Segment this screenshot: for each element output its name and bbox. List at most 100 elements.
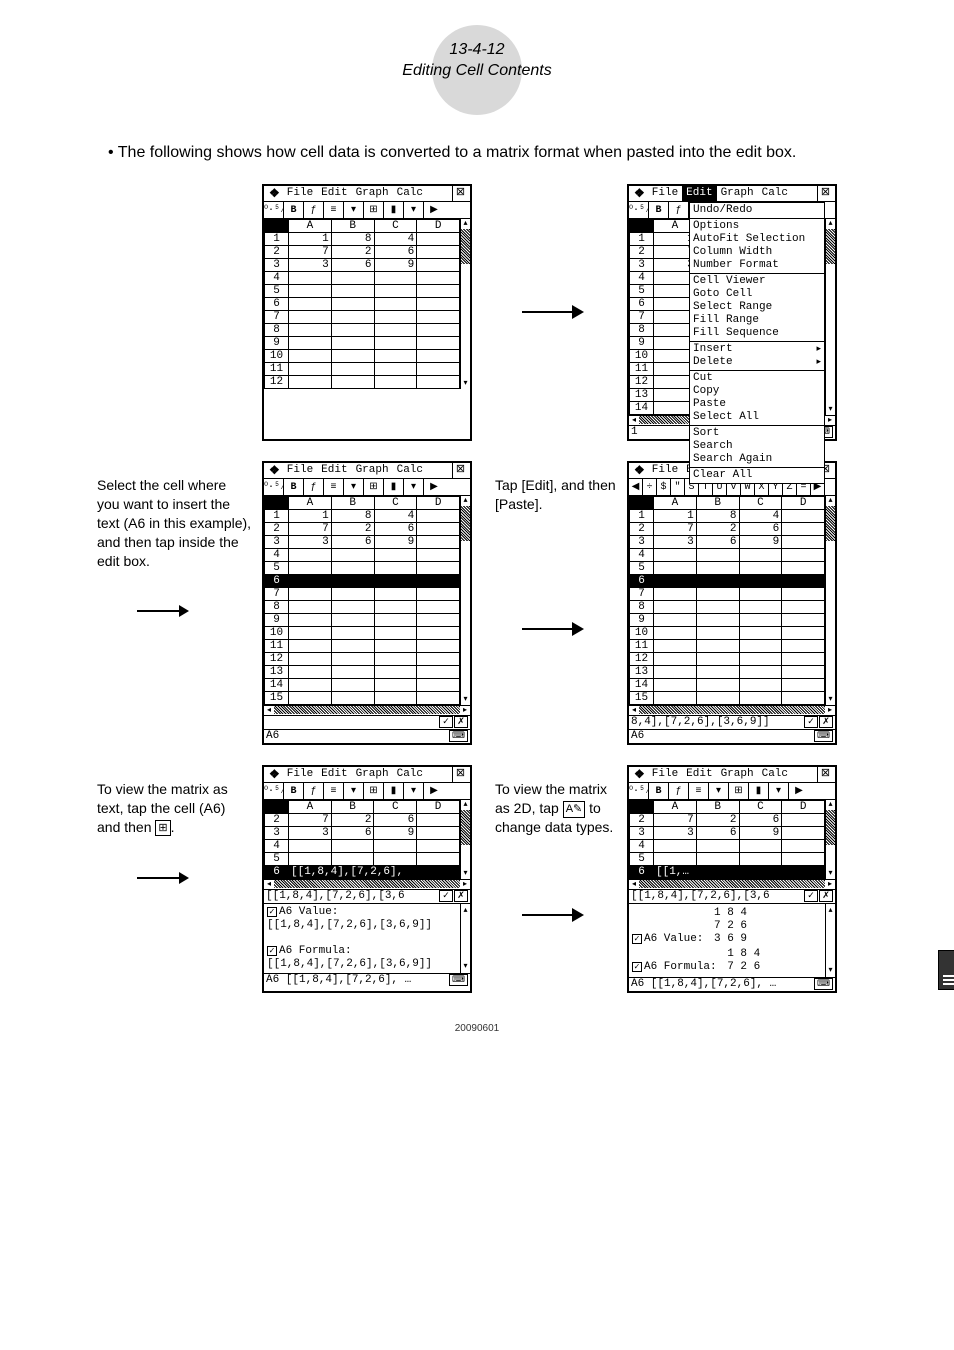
toolbar-btn-2[interactable]: ƒ <box>669 202 689 218</box>
menu-item[interactable]: Number Format <box>693 259 821 272</box>
menu-file[interactable]: File <box>648 185 682 201</box>
scrollbar-v[interactable]: ▴ ▾ <box>825 800 835 879</box>
cancel-icon[interactable]: ✗ <box>454 890 468 902</box>
menu-item[interactable]: Goto Cell <box>693 288 821 301</box>
toolbar-btn-1[interactable]: B <box>284 783 304 799</box>
scrollbar-v[interactable]: ▴ ▾ <box>825 219 835 415</box>
menu-item[interactable]: Cell Viewer <box>693 275 821 288</box>
toolbar-btn-2[interactable]: ƒ <box>304 479 324 495</box>
menu-file[interactable]: File <box>283 185 317 201</box>
menu-item[interactable]: Search <box>693 440 821 453</box>
menu-item[interactable]: Select All <box>693 411 821 424</box>
toolbar-btn-0[interactable]: ⁰·⁵⁄₂ <box>264 783 284 799</box>
key-0[interactable]: ◀ <box>629 479 643 495</box>
toolbar-btn-0[interactable]: ⁰·⁵⁄₂ <box>264 202 284 218</box>
menu-item[interactable]: Fill Range <box>693 314 821 327</box>
menu-graph[interactable]: Graph <box>717 185 758 201</box>
cancel-icon[interactable]: ✗ <box>819 716 833 728</box>
toolbar-btn-8[interactable]: ▶ <box>424 479 444 495</box>
toolbar-btn-7[interactable]: ▾ <box>404 479 424 495</box>
scrollbar-h[interactable]: ◂▸ <box>264 879 470 889</box>
menu-calc[interactable]: Calc <box>393 766 427 782</box>
toolbar-btn-3[interactable]: ≡ <box>689 783 709 799</box>
edit-line[interactable]: 8,4],[7,2,6],[3,6,9]] ✓✗ <box>629 715 835 729</box>
toolbar-btn-7[interactable]: ▾ <box>404 202 424 218</box>
toolbar-btn-3[interactable]: ≡ <box>324 479 344 495</box>
toolbar-btn-5[interactable]: ⊞ <box>729 783 749 799</box>
menu-file[interactable]: File <box>648 766 682 782</box>
menu-calc[interactable]: Calc <box>393 185 427 201</box>
toolbar-btn-6[interactable]: ▮ <box>384 202 404 218</box>
confirm-icon[interactable]: ✓ <box>439 716 453 728</box>
menu-item[interactable]: Sort <box>693 427 821 440</box>
menu-item[interactable]: Insert <box>693 343 821 356</box>
scrollbar-v[interactable]: ▴ ▾ <box>460 496 470 705</box>
menu-item[interactable]: Paste <box>693 398 821 411</box>
spreadsheet[interactable]: ABCD118427263369456789101112131415 ▴ ▾ <box>629 496 835 705</box>
close-icon[interactable]: ⊠ <box>452 185 468 201</box>
scrollbar-h[interactable]: ◂▸ <box>629 879 835 889</box>
menu-edit[interactable]: Edit <box>682 185 716 201</box>
scrollbar-v[interactable]: ▴ ▾ <box>825 496 835 705</box>
menu-graph[interactable]: Graph <box>352 766 393 782</box>
toolbar-btn-6[interactable]: ▮ <box>749 783 769 799</box>
toolbar-btn-6[interactable]: ▮ <box>384 783 404 799</box>
menu-calc[interactable]: Calc <box>758 766 792 782</box>
close-icon[interactable]: ⊠ <box>817 185 833 201</box>
menu-graph[interactable]: Graph <box>352 462 393 478</box>
toolbar-btn-5[interactable]: ⊞ <box>364 479 384 495</box>
toolbar-btn-1[interactable]: B <box>284 479 304 495</box>
toolbar-btn-3[interactable]: ≡ <box>324 783 344 799</box>
toolbar-btn-8[interactable]: ▶ <box>789 783 809 799</box>
scrollbar-v[interactable]: ▴ ▾ <box>460 800 470 879</box>
scrollbar-h[interactable]: ◂▸ <box>264 705 470 715</box>
edit-line[interactable]: [[1,8,4],[7,2,6],[3,6 ✓✗ <box>629 889 835 903</box>
toolbar-btn-4[interactable]: ▾ <box>344 783 364 799</box>
spreadsheet[interactable]: ABCD27263369456[[1,8,4],[7,2,6], ▴ ▾ <box>264 800 470 879</box>
menu-edit[interactable]: Edit <box>682 766 716 782</box>
key-2[interactable]: $ <box>657 479 671 495</box>
menu-edit[interactable]: Edit <box>317 766 351 782</box>
menu-file[interactable]: File <box>283 462 317 478</box>
toolbar-btn-4[interactable]: ▾ <box>709 783 729 799</box>
menu-item[interactable]: Cut <box>693 372 821 385</box>
keyboard-icon[interactable]: ⌨ <box>814 730 833 742</box>
menu-item[interactable]: Delete <box>693 356 821 369</box>
menu-graph[interactable]: Graph <box>717 766 758 782</box>
menu-item[interactable]: Clear All <box>693 469 821 482</box>
key-1[interactable]: ÷ <box>643 479 657 495</box>
keyboard-icon[interactable]: ⌨ <box>449 730 468 742</box>
toolbar-btn-4[interactable]: ▾ <box>344 202 364 218</box>
menu-file[interactable]: File <box>283 766 317 782</box>
key-3[interactable]: " <box>671 479 685 495</box>
keyboard-icon[interactable]: ⌨ <box>449 974 468 986</box>
confirm-icon[interactable]: ✓ <box>439 890 453 902</box>
menu-calc[interactable]: Calc <box>393 462 427 478</box>
menu-edit[interactable]: Edit <box>317 185 351 201</box>
menu-item[interactable]: AutoFit Selection <box>693 233 821 246</box>
toolbar-btn-0[interactable]: ⁰·⁵⁄₂ <box>264 479 284 495</box>
toolbar-btn-1[interactable]: B <box>649 783 669 799</box>
toolbar-btn-8[interactable]: ▶ <box>424 783 444 799</box>
toolbar-btn-1[interactable]: B <box>284 202 304 218</box>
spreadsheet[interactable]: ABCD118427263369456789101112131415 ▴ ▾ <box>264 496 470 705</box>
confirm-icon[interactable]: ✓ <box>804 890 818 902</box>
toolbar-btn-2[interactable]: ƒ <box>304 783 324 799</box>
keyboard-icon[interactable]: ⌨ <box>814 978 833 990</box>
toolbar-btn-3[interactable]: ≡ <box>324 202 344 218</box>
menu-item[interactable]: Fill Sequence <box>693 327 821 340</box>
cancel-icon[interactable]: ✗ <box>819 890 833 902</box>
toolbar-btn-0[interactable]: ⁰·⁵⁄₂ <box>629 202 649 218</box>
edit-line[interactable]: ✓✗ <box>264 715 470 729</box>
edit-dropdown[interactable]: Undo/RedoOptionsAutoFit SelectionColumn … <box>689 202 825 484</box>
menu-item[interactable]: Search Again <box>693 453 821 466</box>
toolbar-btn-7[interactable]: ▾ <box>769 783 789 799</box>
close-icon[interactable]: ⊠ <box>452 766 468 782</box>
menu-item[interactable]: Column Width <box>693 246 821 259</box>
menu-edit[interactable]: Edit <box>317 462 351 478</box>
toolbar-btn-6[interactable]: ▮ <box>384 479 404 495</box>
scrollbar-h[interactable]: ◂▸ <box>629 705 835 715</box>
spreadsheet[interactable]: ABCD118427263369456789101112 ▴ ▾ <box>264 219 470 389</box>
toolbar-btn-1[interactable]: B <box>649 202 669 218</box>
toolbar-btn-7[interactable]: ▾ <box>404 783 424 799</box>
